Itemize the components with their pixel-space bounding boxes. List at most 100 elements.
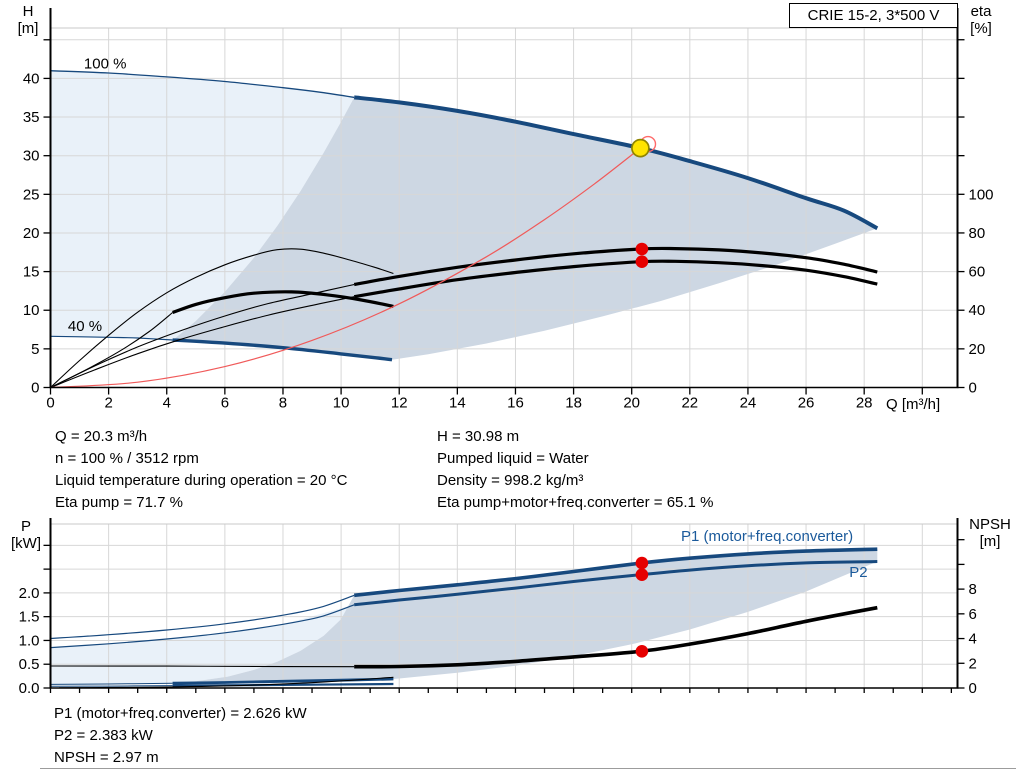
left-tick-label: 20 (23, 225, 40, 242)
head-curve-40 (172, 338, 393, 362)
right-tick-label: 100 (969, 186, 994, 203)
left-tick-label: 10 (23, 302, 40, 319)
x-tick-label: 10 (333, 395, 350, 412)
bottom-divider (40, 768, 1016, 769)
eta-pmf-point (635, 255, 649, 268)
right-tick-label: 6 (969, 606, 977, 623)
eta-pump-40-curve (50, 248, 394, 388)
p1-point (635, 556, 649, 570)
eta-pmf-40-curve-thin (50, 312, 173, 388)
eta-pmf-curve-thin (50, 296, 355, 389)
eta-pmf-40-curve (172, 290, 394, 315)
power-info-block: P1 (motor+freq.converter) = 2.626 kW P2 … (54, 703, 307, 769)
p-axis-label: P [kW] (5, 518, 47, 552)
info-liquid-temperature: Liquid temperature during operation = 20… (55, 472, 348, 489)
h-axis-label: H [m] (9, 3, 47, 37)
info-eta-pump: Eta pump = 71.7 % (55, 494, 183, 511)
eta-pmf-curve (353, 259, 878, 299)
operating-envelope-fill (172, 97, 878, 360)
x-tick-label: 12 (391, 395, 408, 412)
left-tick-label: 0 (31, 380, 39, 397)
right-tick-label: 60 (969, 264, 986, 281)
power-npsh-chart: P1 (motor+freq.converter)P20.00.51.01.52… (19, 518, 977, 697)
info-speed: n = 100 % / 3512 rpm (55, 450, 199, 467)
pump-title-box: CRIE 15-2, 3*500 V (789, 3, 958, 28)
left-tick-label: 25 (23, 186, 40, 203)
p1-curve-label: P1 (motor+freq.converter) (681, 528, 853, 545)
info-density: Density = 998.2 kg/m³ (437, 472, 584, 489)
p-axis-symbol: P (20, 518, 31, 535)
info-p2: P2 = 2.383 kW (54, 727, 153, 744)
info-flow: Q = 20.3 m³/h (55, 428, 148, 445)
p2-40-curve-thin (50, 685, 173, 687)
left-tick-label: 1.0 (19, 632, 40, 649)
x-tick-label: 6 (221, 395, 229, 412)
operating-info-right: H = 30.98 m Pumped liquid = Water Densit… (437, 426, 713, 514)
npsh-point (635, 645, 649, 658)
right-tick-label: 40 (969, 302, 986, 319)
operating-info-left: Q = 20.3 m³/h n = 100 % / 3512 rpm Liqui… (55, 426, 347, 514)
left-tick-label: 0.0 (19, 680, 40, 697)
npsh-axis-label: NPSH [m] (960, 516, 1020, 550)
left-tick-label: 15 (23, 264, 40, 281)
left-tick-label: 1.5 (19, 609, 40, 626)
right-tick-label: 4 (969, 631, 977, 648)
x-tick-label: 2 (104, 395, 112, 412)
p2-curve-thin (50, 604, 355, 649)
speed-40-label: 40 % (68, 318, 102, 335)
p1-curve (354, 547, 878, 598)
h-axis-unit: [m] (17, 20, 39, 37)
pump-title: CRIE 15-2, 3*500 V (807, 7, 940, 24)
x-tick-label: 4 (163, 395, 171, 412)
eta-axis-unit: [%] (970, 20, 992, 37)
x-tick-label: 0 (46, 395, 54, 412)
right-tick-label: 0 (969, 380, 977, 397)
x-tick-label: 18 (565, 395, 582, 412)
x-tick-label: 16 (507, 395, 524, 412)
p1-40-curve-thin (50, 682, 173, 685)
right-tick-label: 0 (969, 680, 977, 697)
npsh-curve (354, 605, 878, 669)
x-tick-label: 28 (856, 395, 873, 412)
left-tick-label: 2.0 (19, 585, 40, 602)
p1-curve-thin (50, 594, 355, 640)
right-tick-label: 8 (969, 581, 977, 598)
left-tick-label: 5 (31, 341, 39, 358)
left-tick-label: 40 (23, 70, 40, 87)
p-axis-unit: [kW] (11, 535, 41, 552)
info-head: H = 30.98 m (437, 428, 520, 445)
p2-curve-label: P2 (849, 564, 867, 581)
right-tick-label: 80 (969, 225, 986, 242)
head-curve-100-thin (50, 70, 355, 99)
hq-eta-chart: 100 %40 %0 2 4 6 8 10 12 14 16 18 20 22 24 26 28051015… (23, 8, 994, 412)
eta-pump-curve-thin (50, 283, 355, 388)
eta-pump-point (635, 242, 649, 256)
x-tick-label: 14 (449, 395, 466, 412)
eta-pump-curve (353, 246, 878, 287)
h-axis-symbol: H (22, 3, 34, 20)
npsh-curve-thin (50, 665, 355, 668)
eta-axis-symbol: eta (970, 3, 992, 20)
x-tick-label: 22 (681, 395, 698, 412)
left-tick-label: 30 (23, 148, 40, 165)
p2-40-curve (172, 682, 394, 687)
left-tick-label: 35 (23, 109, 40, 126)
npsh-axis-symbol: NPSH (969, 516, 1011, 533)
info-eta-total: Eta pump+motor+freq.converter = 65.1 % (437, 494, 714, 511)
x-tick-label: 8 (279, 395, 287, 412)
duty-point (631, 138, 650, 158)
q-axis-label: Q [m³/h] (886, 396, 941, 413)
npsh-axis-unit: [m] (979, 533, 1001, 550)
system-curve (50, 147, 641, 389)
info-npsh: NPSH = 2.97 m (54, 749, 159, 766)
info-p1: P1 (motor+freq.converter) = 2.626 kW (54, 705, 307, 722)
right-tick-label: 20 (969, 341, 986, 358)
p2-point (635, 568, 649, 581)
x-tick-label: 26 (798, 395, 815, 412)
x-tick-label: 20 (623, 395, 640, 412)
p2-curve (354, 560, 878, 607)
info-pumped-liquid: Pumped liquid = Water (437, 450, 589, 467)
right-tick-label: 2 (969, 655, 977, 672)
speed-100-label: 100 % (84, 55, 127, 72)
